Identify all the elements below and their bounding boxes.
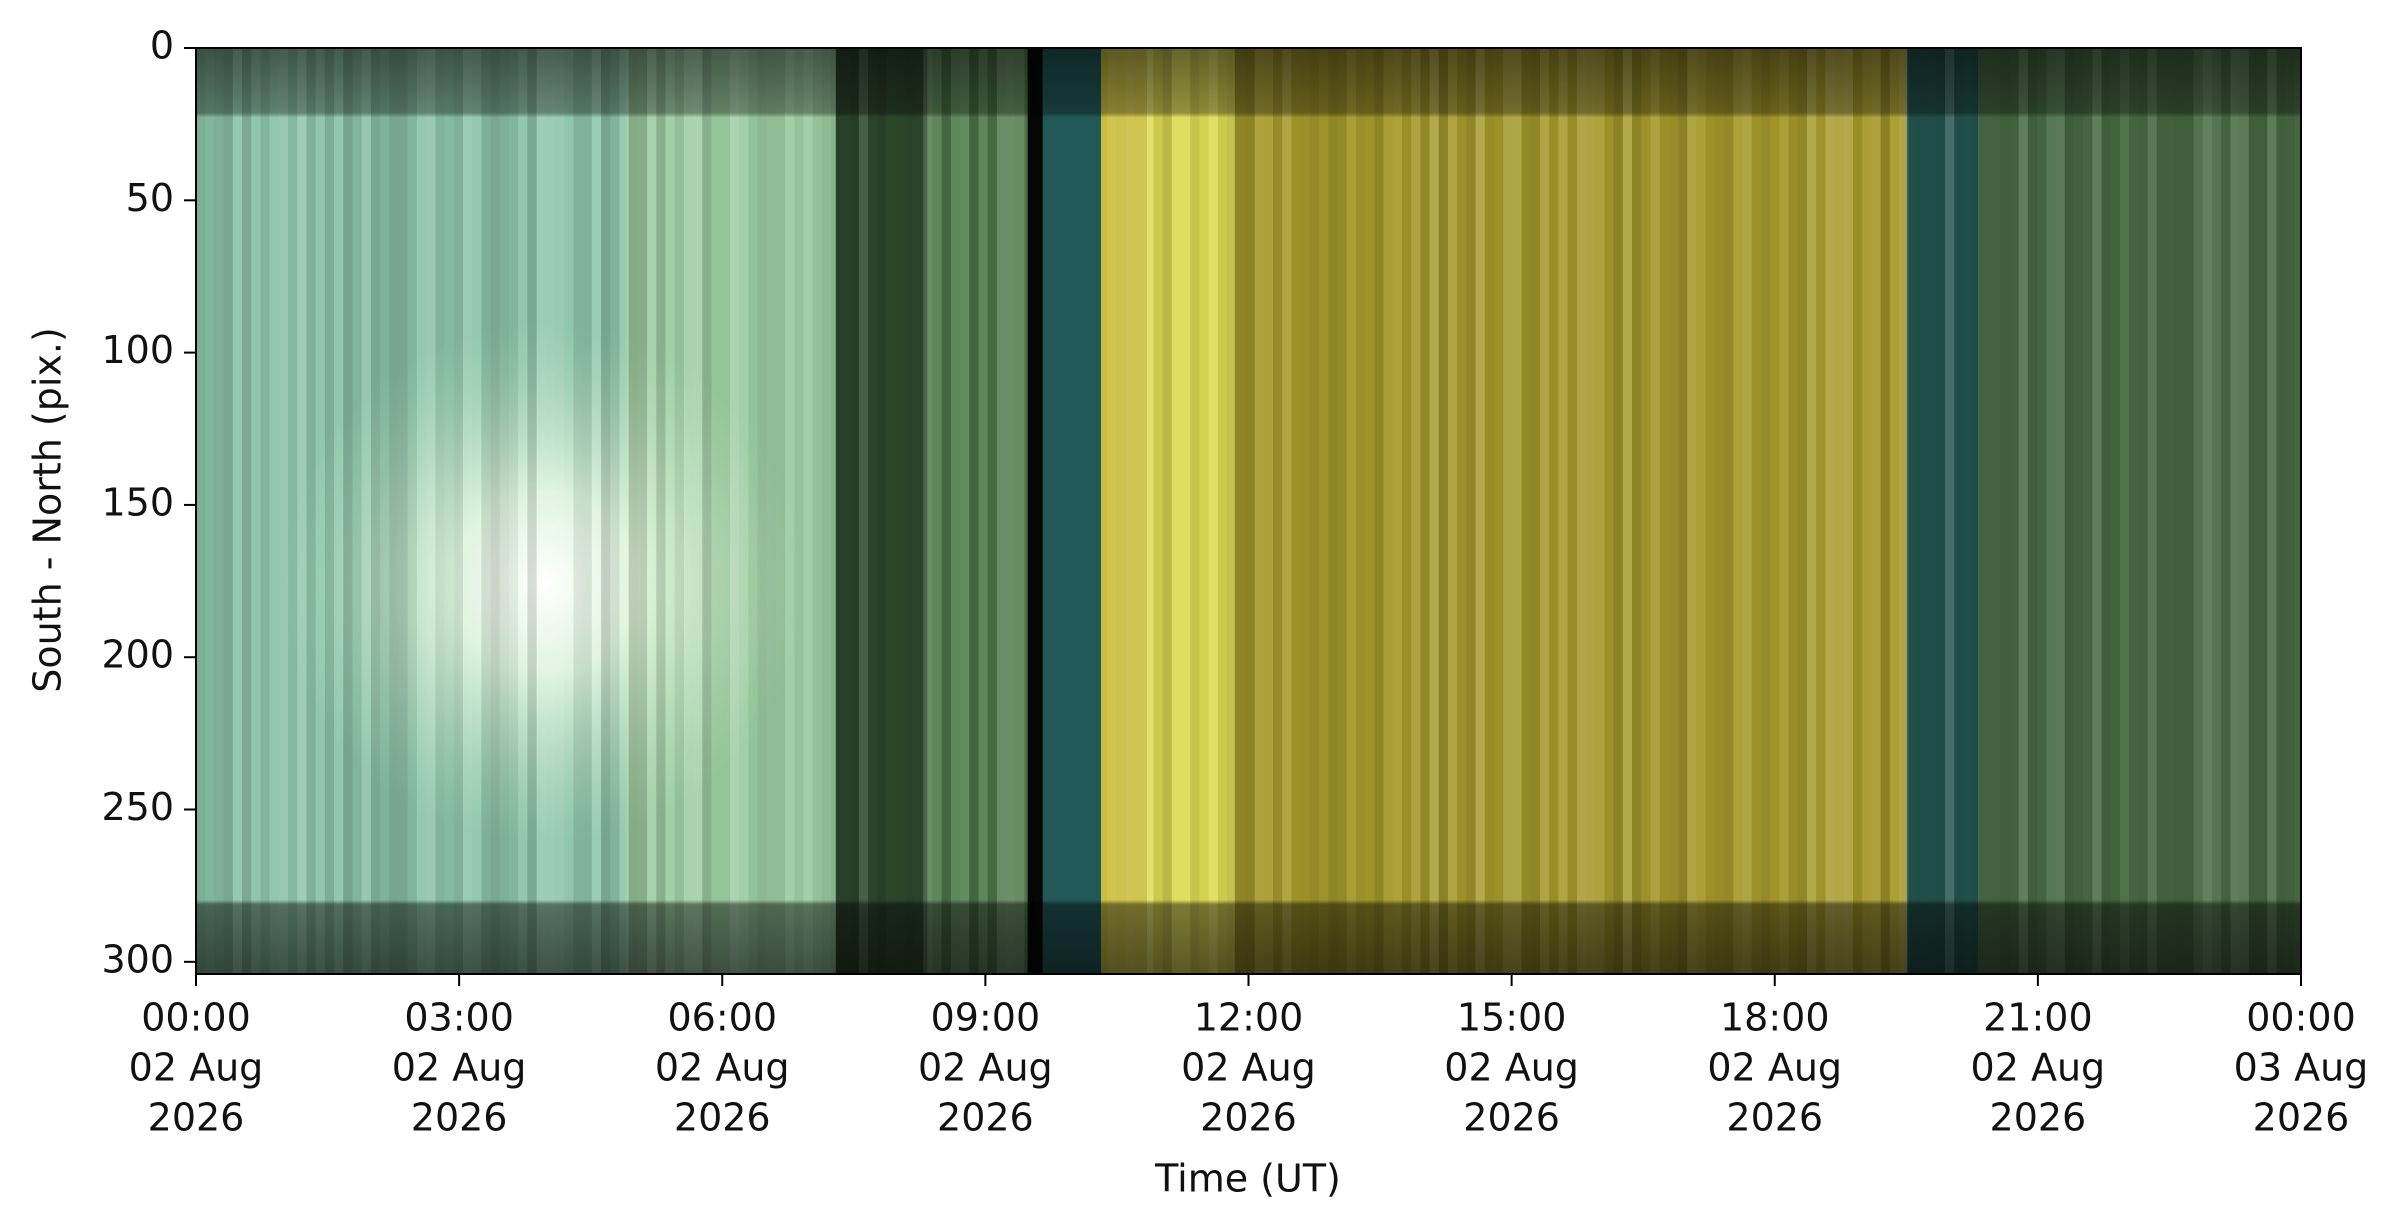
x-tick-label: 2026: [1990, 1096, 2087, 1140]
x-tick-label: 09:00: [931, 996, 1041, 1040]
x-tick-label: 02 Aug: [655, 1046, 790, 1090]
y-tick-label: 200: [101, 633, 174, 677]
x-tick-label: 18:00: [1720, 996, 1830, 1040]
y-tick-label: 50: [126, 176, 174, 220]
x-tick-label: 12:00: [1194, 996, 1304, 1040]
x-tick-label: 2026: [1200, 1096, 1297, 1140]
x-tick-label: 2026: [2253, 1096, 2350, 1140]
x-tick-label: 00:00: [141, 996, 251, 1040]
x-tick-label: 2026: [1463, 1096, 1560, 1140]
x-tick-label: 02 Aug: [392, 1046, 527, 1090]
x-tick-label: 15:00: [1457, 996, 1567, 1040]
x-tick-label: 2026: [937, 1096, 1034, 1140]
x-tick-label: 21:00: [1983, 996, 2093, 1040]
x-tick-label: 02 Aug: [129, 1046, 264, 1090]
x-tick-label: 03:00: [404, 996, 514, 1040]
x-tick-label: 2026: [674, 1096, 771, 1140]
x-tick-label: 2026: [411, 1096, 508, 1140]
x-tick-label: 2026: [1726, 1096, 1823, 1140]
keogram-image: [196, 48, 2301, 974]
y-tick-label: 250: [101, 785, 174, 829]
y-tick-label: 300: [101, 937, 174, 981]
x-tick-label: 2026: [148, 1096, 245, 1140]
x-tick-label: 02 Aug: [918, 1046, 1053, 1090]
x-tick-label: 02 Aug: [1707, 1046, 1842, 1090]
x-tick-label: 02 Aug: [1444, 1046, 1579, 1090]
y-tick-label: 100: [101, 328, 174, 372]
x-axis-label: Time (UT): [1154, 1157, 1341, 1201]
x-tick-label: 00:00: [2246, 996, 2356, 1040]
x-tick-label: 03 Aug: [2234, 1046, 2369, 1090]
x-tick-label: 02 Aug: [1971, 1046, 2106, 1090]
y-axis-label: South - North (pix.): [26, 327, 70, 693]
y-tick-label: 150: [101, 480, 174, 524]
x-tick-label: 02 Aug: [1181, 1046, 1316, 1090]
y-tick-label: 0: [150, 24, 174, 68]
x-tick-label: 06:00: [667, 996, 777, 1040]
